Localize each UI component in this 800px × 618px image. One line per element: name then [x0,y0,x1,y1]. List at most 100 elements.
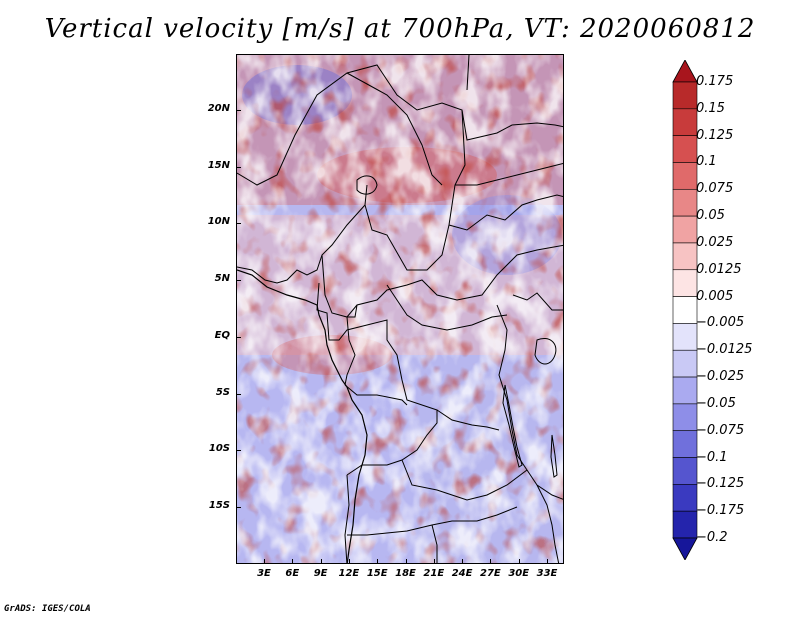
lake-malawi [550,434,558,478]
colorbar-bin [672,430,698,458]
border-line [346,72,443,186]
lon-tick [462,559,464,564]
border-line [386,284,508,331]
colorbar-label: 0.15 [696,100,725,116]
lon-tick-label: 21E [423,568,445,579]
border-line [321,244,563,318]
colorbar-label: −0.05 [696,395,736,411]
lon-tick [292,559,294,564]
lon-tick-label: 24E [451,568,473,579]
border-line [455,162,563,186]
lakes [356,175,558,478]
lat-tick-label: 15N [207,159,230,171]
lake-tanganyika [502,384,523,468]
lake-victoria [534,338,557,365]
border-line [364,109,466,271]
border-line [344,316,356,386]
lon-tick [377,559,379,564]
colorbar-bin [672,296,698,324]
field-texture-white [237,55,563,563]
lat-tick [236,280,241,282]
lon-tick [433,559,435,564]
lat-tick-label: 10S [208,443,230,455]
colorbar-bin [672,457,698,485]
lon-tick-label: 9E [313,568,328,579]
lat-tick-label: 5S [215,386,230,398]
lon-tick-label: 12E [338,568,360,579]
colorbar-bin [672,484,698,512]
lake-chad [356,175,378,195]
colorbar-bin [672,162,698,190]
credit-text: GrADS: IGES/COLA [4,604,91,614]
lon-tick-label: 33E [536,568,558,579]
lon-tick [518,559,520,564]
lon-tick [547,559,548,564]
colorbar [672,60,698,560]
lon-tick-label: 27E [480,568,501,579]
colorbar-max-triangle [672,60,698,83]
lon-tick [320,559,322,564]
coastline [237,269,368,563]
colorbar-label: −0.1 [696,449,728,465]
lon-tick [405,559,407,564]
colorbar-label: −0.025 [696,369,745,385]
colorbar-min-triangle [672,537,698,560]
border-line [347,304,358,318]
colorbar-bin [672,81,698,110]
colorbar-label: −0.075 [696,422,745,438]
lat-tick-label: 10N [207,216,230,228]
border-line [401,459,528,501]
colorbar-bin [672,135,698,163]
colorbar-label: −0.175 [696,503,745,519]
border-line [436,409,500,431]
lon-tick-label: 30E [508,568,530,579]
country-borders [237,55,563,563]
colorbar-bin [672,376,698,405]
colorbar-label: 0.175 [696,74,734,89]
lon-tick-label: 6E [285,568,300,579]
colorbar-bin [672,242,698,271]
lon-tick-label: 15E [366,568,388,579]
map-panel [236,54,564,564]
lon-tick-label: 3E [257,568,271,579]
border-line [466,55,470,91]
lat-tick [236,336,241,338]
lat-tick [236,506,241,508]
colorbar-label: 0.075 [696,181,734,197]
colorbar-bin [672,215,698,244]
map-title: Vertical velocity [m/s] at 700hPa, VT: 2… [44,14,756,44]
border-line [344,474,350,563]
lat-tick-label: EQ [214,329,230,341]
lat-tick-label: 15S [208,499,230,511]
lon-tick [490,559,492,564]
colorbar-bin [672,349,698,378]
lat-tick-label: 5N [214,273,230,285]
colorbar-label: 0.125 [696,127,734,143]
colorbar-bin [672,108,698,136]
border-line [496,304,563,500]
lat-tick [236,166,241,168]
border-line [511,122,563,128]
lon-tick [348,559,350,564]
colorbar-bin [672,403,698,432]
colorbar-label: −0.125 [696,476,745,492]
border-line [316,282,438,476]
colorbar-label: 0.1 [696,154,717,170]
lat-tick [236,110,241,111]
border-line [448,194,563,231]
lat-tick-label: 20N [207,103,230,114]
colorbar-label: 0.005 [696,288,734,304]
colorbar-label: 0.05 [696,208,725,224]
border-line [431,524,438,563]
colorbar-label: 0.0125 [696,261,742,277]
lat-tick [236,393,241,395]
colorbar-bin [672,510,698,539]
colorbar-label: −0.2 [696,530,728,545]
border-line [237,204,366,284]
colorbar-label: −0.005 [696,315,745,331]
colorbar-bin [672,323,698,351]
lon-tick [264,559,265,564]
colorbar-bin [672,188,698,217]
border-line [536,484,560,563]
lat-tick [236,223,241,225]
